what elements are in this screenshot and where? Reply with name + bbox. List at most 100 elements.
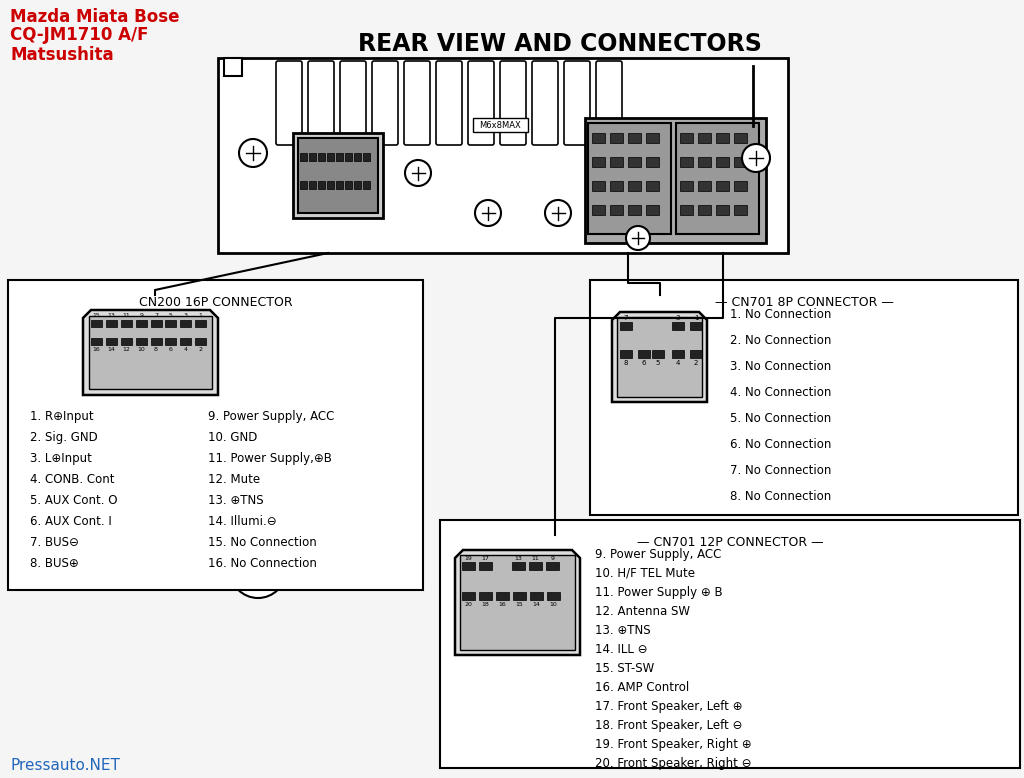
Text: 15. No Connection: 15. No Connection xyxy=(208,536,316,549)
Bar xyxy=(362,153,370,161)
Text: 10: 10 xyxy=(550,602,557,607)
Circle shape xyxy=(545,200,571,226)
Text: 7: 7 xyxy=(154,313,158,318)
Bar xyxy=(590,280,1018,515)
Bar xyxy=(628,205,641,215)
Text: 9. Power Supply, ACC: 9. Power Supply, ACC xyxy=(595,548,721,561)
Text: 9: 9 xyxy=(551,556,555,561)
Text: 9. Power Supply, ACC: 9. Power Supply, ACC xyxy=(208,410,335,423)
Bar xyxy=(646,157,659,167)
Text: 17: 17 xyxy=(481,556,489,561)
Bar xyxy=(165,338,176,345)
Text: 4. No Connection: 4. No Connection xyxy=(730,386,831,399)
Bar xyxy=(89,316,212,389)
Text: 6. AUX Cont. I: 6. AUX Cont. I xyxy=(30,515,112,528)
Bar xyxy=(628,157,641,167)
Circle shape xyxy=(626,226,650,250)
Text: 3: 3 xyxy=(676,315,680,321)
Bar xyxy=(180,320,191,327)
Text: 15: 15 xyxy=(516,602,523,607)
Bar xyxy=(473,118,528,132)
Bar xyxy=(698,133,711,143)
Text: 1: 1 xyxy=(199,313,203,318)
Text: 16. AMP Control: 16. AMP Control xyxy=(595,681,689,694)
Bar xyxy=(354,181,361,189)
Bar xyxy=(734,181,746,191)
Text: 11. Power Supply,⊕B: 11. Power Supply,⊕B xyxy=(208,452,332,465)
Bar xyxy=(224,58,242,76)
Bar xyxy=(592,181,605,191)
Text: 9: 9 xyxy=(139,313,143,318)
Bar xyxy=(362,181,370,189)
Bar xyxy=(620,322,632,330)
Bar xyxy=(530,592,543,600)
Text: 17. Front Speaker, Left ⊕: 17. Front Speaker, Left ⊕ xyxy=(595,700,742,713)
Text: 1. No Connection: 1. No Connection xyxy=(730,308,831,321)
Bar xyxy=(734,157,746,167)
FancyBboxPatch shape xyxy=(596,61,622,145)
FancyBboxPatch shape xyxy=(404,61,430,145)
Bar xyxy=(646,181,659,191)
Text: 14. ILL ⊖: 14. ILL ⊖ xyxy=(595,643,647,656)
Text: 15: 15 xyxy=(92,313,100,318)
Bar xyxy=(716,133,729,143)
Bar xyxy=(91,338,102,345)
Bar xyxy=(462,592,475,600)
Text: 15. ST-SW: 15. ST-SW xyxy=(595,662,654,675)
Bar xyxy=(479,562,492,570)
Text: 10. GND: 10. GND xyxy=(208,431,257,444)
Text: 8: 8 xyxy=(154,347,158,352)
Text: 11. Power Supply ⊕ B: 11. Power Supply ⊕ B xyxy=(595,586,723,599)
Bar xyxy=(610,205,623,215)
Text: 13: 13 xyxy=(108,313,116,318)
Bar xyxy=(690,322,702,330)
Text: 5. AUX Cont. O: 5. AUX Cont. O xyxy=(30,494,118,507)
Bar xyxy=(354,153,361,161)
Bar xyxy=(652,350,664,358)
Bar xyxy=(680,181,693,191)
Text: 12. Mute: 12. Mute xyxy=(208,473,260,486)
Circle shape xyxy=(475,200,501,226)
Text: 3. No Connection: 3. No Connection xyxy=(730,360,831,373)
Bar xyxy=(698,181,711,191)
Bar xyxy=(105,320,117,327)
Text: 2. No Connection: 2. No Connection xyxy=(730,334,831,347)
Bar xyxy=(646,133,659,143)
Bar xyxy=(327,153,334,161)
Bar xyxy=(680,157,693,167)
Text: 6. No Connection: 6. No Connection xyxy=(730,438,831,451)
Text: 18. Front Speaker, Left ⊖: 18. Front Speaker, Left ⊖ xyxy=(595,719,742,732)
Bar xyxy=(300,181,307,189)
Bar xyxy=(121,320,132,327)
Text: 18: 18 xyxy=(481,602,489,607)
Bar xyxy=(180,338,191,345)
Bar xyxy=(298,138,378,213)
Bar xyxy=(318,153,325,161)
Bar xyxy=(592,133,605,143)
Bar xyxy=(698,205,711,215)
Text: 13: 13 xyxy=(515,556,522,561)
Text: — CN701 12P CONNECTOR —: — CN701 12P CONNECTOR — xyxy=(637,536,823,549)
Polygon shape xyxy=(83,310,218,395)
Bar xyxy=(690,350,702,358)
Text: 19: 19 xyxy=(465,556,472,561)
Text: 11: 11 xyxy=(531,556,540,561)
Text: 7. BUS⊖: 7. BUS⊖ xyxy=(30,536,79,549)
Text: 20: 20 xyxy=(465,602,472,607)
Text: 19. Front Speaker, Right ⊕: 19. Front Speaker, Right ⊕ xyxy=(595,738,752,751)
Text: 14: 14 xyxy=(532,602,541,607)
Bar xyxy=(638,350,650,358)
Text: 2: 2 xyxy=(199,347,203,352)
Bar xyxy=(293,133,383,218)
Bar xyxy=(698,157,711,167)
Bar xyxy=(610,157,623,167)
Bar xyxy=(105,338,117,345)
Bar xyxy=(309,181,316,189)
Text: 8: 8 xyxy=(624,360,629,366)
FancyBboxPatch shape xyxy=(340,61,366,145)
Bar xyxy=(646,205,659,215)
Text: 3: 3 xyxy=(183,313,187,318)
Bar xyxy=(610,133,623,143)
Bar xyxy=(672,350,684,358)
Circle shape xyxy=(406,160,431,186)
